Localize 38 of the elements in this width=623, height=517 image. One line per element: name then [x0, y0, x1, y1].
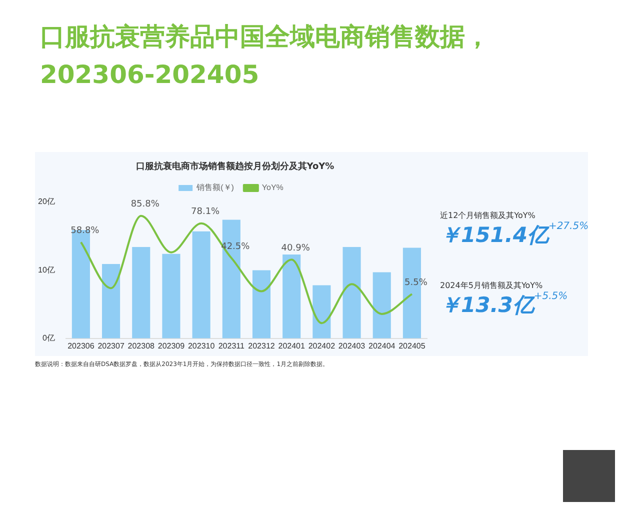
data-label: 40.9% — [281, 243, 310, 254]
text: ￥13.3亿 — [440, 293, 534, 317]
y-tick-label: 20亿 — [38, 197, 55, 206]
bar — [282, 254, 301, 338]
x-tick-label: 202405 — [398, 341, 426, 350]
bar — [162, 254, 180, 338]
legend-label: 销售额(￥) — [196, 183, 234, 192]
text: ￥151.4亿 — [440, 223, 548, 247]
text: 2024年5月销售额及其YoY% — [440, 280, 544, 291]
text: 近12个月销售额及其YoY% — [440, 210, 536, 221]
data-label: 58.8% — [70, 226, 100, 236]
x-tick-label: 202306 — [68, 341, 95, 350]
x-tick-label: 202312 — [248, 341, 276, 350]
bar — [102, 264, 120, 338]
bar — [252, 270, 271, 338]
text: +5.5% — [534, 291, 568, 302]
x-tick-label: 202308 — [128, 341, 156, 350]
chart-subtitle: 口服抗衰电商市场销售额趋按月份划分及其YoY% — [134, 160, 336, 173]
x-tick-label: 202401 — [278, 341, 306, 350]
x-tick-label: 202309 — [158, 341, 186, 350]
bar — [312, 285, 331, 338]
x-tick-label: 202310 — [188, 341, 216, 350]
x-tick-label: 202404 — [368, 341, 396, 350]
y-tick-label: 0亿 — [42, 334, 55, 343]
x-tick-label: 202307 — [98, 341, 125, 350]
data-label: 85.8% — [130, 200, 160, 210]
legend-label: YoY% — [262, 183, 284, 192]
x-tick-label: 202311 — [218, 341, 245, 350]
bar — [372, 272, 391, 338]
x-tick-label: 202403 — [338, 341, 366, 350]
data-label: 78.1% — [191, 207, 220, 218]
chart-title: 口服抗衰营养品中国全域电商销售数据，202306-202405 — [40, 21, 491, 91]
x-tick-label: 202402 — [308, 341, 336, 350]
y-tick-label: 10亿 — [38, 265, 55, 274]
text: +27.5% — [548, 221, 589, 232]
bar — [192, 231, 210, 338]
bar — [342, 247, 361, 338]
bar — [132, 247, 150, 338]
